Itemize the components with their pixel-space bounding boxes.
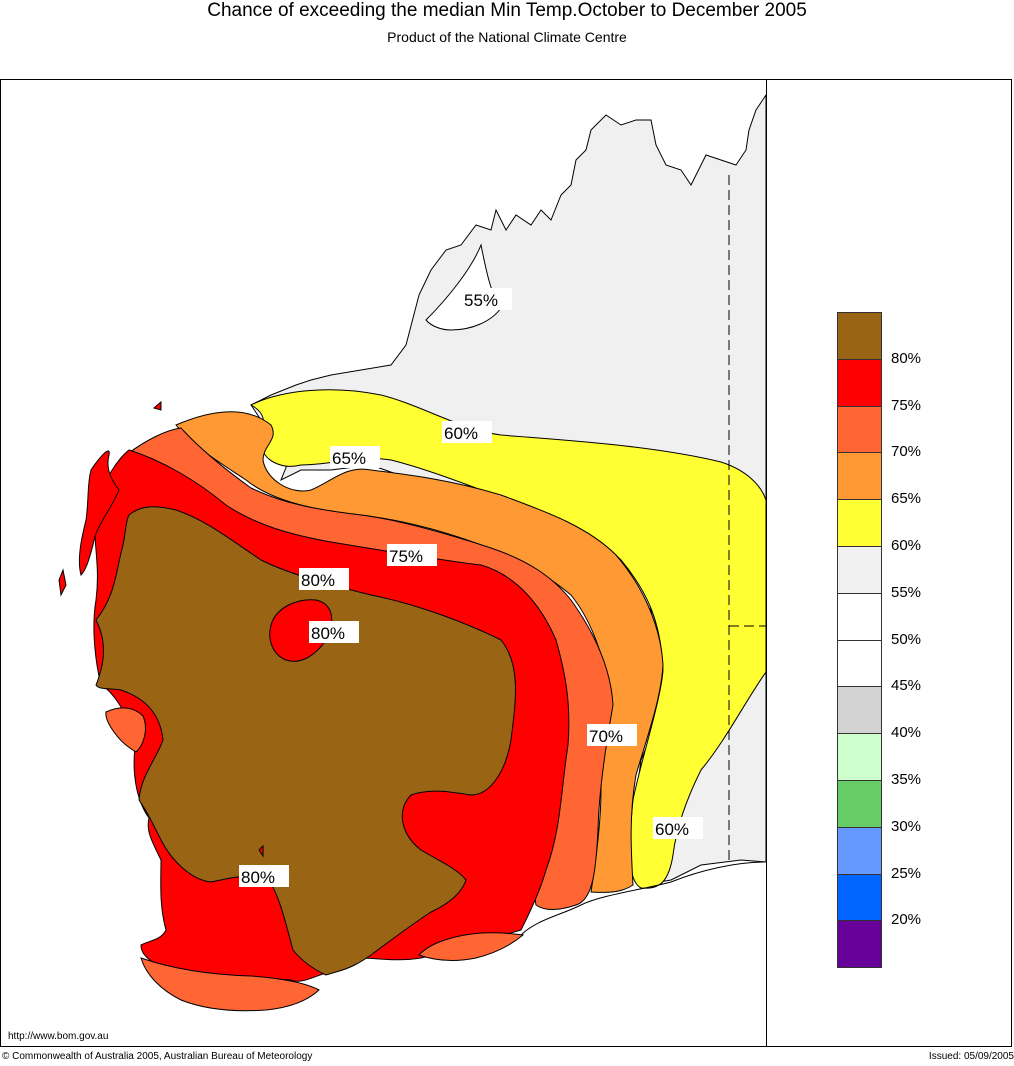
legend-swatch (837, 639, 882, 687)
label-80-north-text: 80% (301, 571, 335, 590)
label-60-north: 60% (442, 421, 492, 443)
legend-swatch (837, 358, 882, 406)
label-60-south: 60% (653, 817, 703, 839)
legend-label: 25% (891, 864, 922, 882)
label-70: 70% (587, 724, 637, 746)
label-70-text: 70% (589, 727, 623, 746)
legend-swatch (837, 826, 882, 874)
legend-label: 80% (891, 349, 922, 367)
label-65-text: 65% (332, 449, 366, 468)
coast-south-east (520, 861, 766, 936)
label-80-island-text: 80% (311, 624, 345, 643)
footer-url: http://www.bom.gov.au (8, 1031, 109, 1042)
region-80-core (95, 506, 516, 976)
legend-swatch (837, 592, 882, 640)
legend-swatch (837, 686, 882, 734)
legend-divider (766, 79, 767, 1047)
label-80-island: 80% (309, 621, 359, 643)
legend-swatch (837, 545, 882, 593)
footer-copyright: © Commonwealth of Australia 2005, Austra… (2, 1051, 313, 1062)
label-80-south-text: 80% (241, 868, 275, 887)
island-2 (58, 568, 67, 597)
legend-label: 55% (891, 583, 922, 601)
legend-swatch (837, 452, 882, 500)
legend-label: 20% (891, 911, 922, 929)
label-80-south: 80% (239, 865, 289, 887)
map-frame (0, 79, 1012, 1047)
map-title: Chance of exceeding the median Min Temp.… (207, 0, 807, 21)
island-1 (152, 400, 162, 411)
legend-label: 45% (891, 677, 922, 695)
map-subtitle: Product of the National Climate Centre (387, 29, 627, 45)
label-55-text: 55% (464, 291, 498, 310)
legend-swatch (837, 312, 882, 359)
region-70-southeast (418, 932, 525, 961)
legend-label: 60% (891, 537, 922, 554)
label-60-south-text: 60% (655, 820, 689, 839)
legend-swatch (837, 405, 882, 453)
region-65 (175, 411, 664, 893)
region-75-northwest (78, 450, 120, 576)
label-75: 75% (387, 544, 437, 566)
label-65: 65% (330, 446, 380, 468)
probability-map: 55% 60% 65% 75% 80% 80% 70% 60% (58, 94, 766, 1012)
legend-swatch (837, 499, 882, 546)
legend-swatch (837, 733, 882, 780)
region-70-west (105, 707, 146, 753)
legend-label: 75% (891, 396, 922, 414)
legend-label: 65% (891, 490, 922, 508)
contour-labels: 55% 60% 65% 75% 80% 80% 70% 60% (239, 288, 703, 887)
footer-issued: Issued: 05/09/2005 (928, 1051, 1014, 1062)
region-70-south (140, 957, 320, 1012)
legend-label: 35% (891, 771, 922, 788)
legend-label: 30% (891, 817, 922, 835)
legend-swatch (837, 920, 882, 969)
label-80-north: 80% (299, 568, 349, 590)
label-75-text: 75% (389, 547, 423, 566)
legend-label: 70% (891, 443, 922, 461)
label-55: 55% (462, 288, 512, 310)
legend-label: 40% (891, 724, 922, 742)
legend-label: 50% (891, 630, 922, 648)
legend-colorbar (837, 312, 882, 969)
label-60-north-text: 60% (444, 424, 478, 443)
island-3 (258, 844, 264, 858)
legend-swatch (837, 873, 882, 921)
legend-swatch (837, 779, 882, 827)
